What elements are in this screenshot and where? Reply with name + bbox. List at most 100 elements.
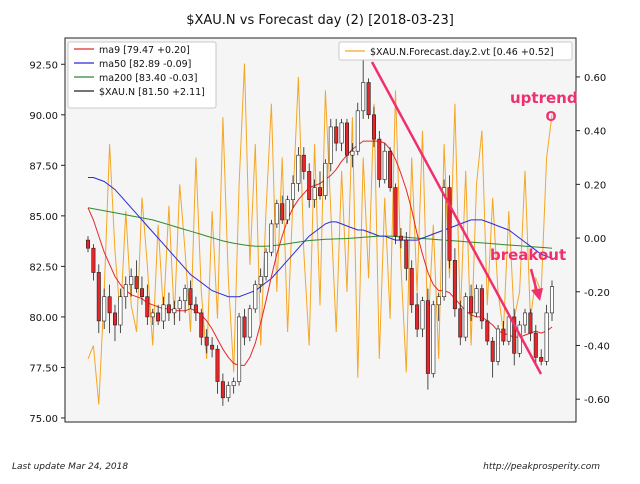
candle-body <box>420 300 425 330</box>
chart-title: $XAU.N vs Forecast day (2) [2018-03-23] <box>186 13 454 28</box>
candle-body <box>522 312 527 326</box>
candle-body <box>91 247 96 273</box>
left-tick-label: 90.00 <box>29 111 58 122</box>
candle-body <box>226 385 231 399</box>
legend-left-label: ma200 [83.40 -0.03] <box>99 73 197 84</box>
candle-body <box>479 288 484 322</box>
candle-body <box>463 296 468 338</box>
breakout-arrow-head <box>531 288 543 301</box>
candle-body <box>118 296 123 326</box>
candle-body <box>371 114 376 140</box>
candle-body <box>382 150 387 180</box>
legend-left-label: ma9 [79.47 +0.20] <box>99 45 190 56</box>
candle-body <box>204 336 209 346</box>
candle-body <box>86 239 91 249</box>
candle-body <box>447 187 452 261</box>
candle-body <box>328 126 333 164</box>
candle-body <box>544 312 549 362</box>
candle-body <box>490 340 495 362</box>
breakout-label: breakout <box>490 246 566 264</box>
forecast-series <box>87 63 553 405</box>
candle-body <box>398 235 403 241</box>
candle-body <box>339 122 344 144</box>
candle-body <box>366 82 371 116</box>
candle-body <box>247 308 252 338</box>
candle-body <box>501 328 506 342</box>
candle-body <box>231 381 236 386</box>
left-tick-label: 92.50 <box>29 60 58 71</box>
candle-body <box>134 276 139 289</box>
candle-body <box>145 296 150 318</box>
candle-body <box>425 300 430 374</box>
candle-body <box>263 251 268 277</box>
candle-body <box>123 284 128 298</box>
candle-body <box>442 187 447 298</box>
candlesticks <box>86 58 554 406</box>
right-tick-label: 0.00 <box>584 234 606 245</box>
uptrend-circle-label: O <box>545 110 556 125</box>
legend-right-box <box>338 41 573 61</box>
left-tick-label: 80.00 <box>29 313 58 324</box>
candle-body <box>113 312 118 326</box>
legend-left: ma9 [79.47 +0.20] ma50 [82.89 -0.09] ma200… <box>67 41 217 109</box>
candle-body <box>166 304 171 314</box>
candle-body <box>452 259 457 310</box>
candle-body <box>237 316 242 382</box>
candle-body <box>506 316 511 342</box>
footer-right: http://peakprosperity.com <box>483 462 600 472</box>
candle-body <box>242 316 247 338</box>
legend-left-label: $XAU.N [81.50 +2.11] <box>99 87 205 98</box>
candle-body <box>355 110 360 152</box>
legend-right-label: $XAU.N.Forecast.day.2.vt [0.46 +0.52] <box>370 47 554 58</box>
legend-right: $XAU.N.Forecast.day.2.vt [0.46 +0.52] <box>338 41 573 61</box>
right-tick-label: 0.60 <box>584 73 606 84</box>
candle-body <box>388 150 393 188</box>
candle-body <box>334 126 339 144</box>
candle-body <box>301 154 306 172</box>
candle-body <box>317 187 322 197</box>
right-axis: -0.60 -0.40 -0.20 0.00 0.20 0.40 0.60 <box>576 73 610 406</box>
candle-body <box>307 171 312 200</box>
candle-body <box>150 312 155 318</box>
candle-body <box>253 284 258 310</box>
candle-body <box>528 312 533 334</box>
candle-body <box>539 356 544 362</box>
candle-body <box>296 154 301 184</box>
candle-body <box>215 348 220 382</box>
candle-body <box>512 316 517 354</box>
candle-body <box>199 312 204 338</box>
right-tick-label: -0.60 <box>584 395 610 406</box>
candle-body <box>415 304 420 330</box>
candle-body <box>96 272 101 322</box>
candle-body <box>312 187 317 201</box>
ma200-line <box>87 207 553 249</box>
candle-body <box>177 300 182 310</box>
left-tick-label: 75.00 <box>29 414 58 425</box>
right-tick-label: -0.40 <box>584 341 610 352</box>
candle-body <box>361 82 366 112</box>
footer-left: Last update Mar 24, 2018 <box>12 462 129 472</box>
candle-body <box>533 332 538 358</box>
candle-body <box>404 239 409 269</box>
candle-body <box>280 203 285 221</box>
ma50-line <box>88 177 553 298</box>
left-tick-label: 87.50 <box>29 161 58 172</box>
candle-body <box>323 163 328 196</box>
right-tick-label: 0.20 <box>584 180 606 191</box>
candle-body <box>431 304 436 374</box>
downtrend-line <box>370 61 543 375</box>
candle-body <box>393 187 398 237</box>
candle-body <box>188 288 193 306</box>
candle-body <box>210 344 215 350</box>
candle-body <box>344 122 349 156</box>
candle-body <box>495 328 500 362</box>
candle-body <box>350 150 355 156</box>
candle-body <box>409 268 414 306</box>
candle-body <box>193 304 198 314</box>
legend-left-box <box>67 41 217 109</box>
candle-body <box>140 288 145 298</box>
candle-body <box>285 199 290 221</box>
candle-body <box>458 308 463 338</box>
candle-body <box>258 276 263 285</box>
